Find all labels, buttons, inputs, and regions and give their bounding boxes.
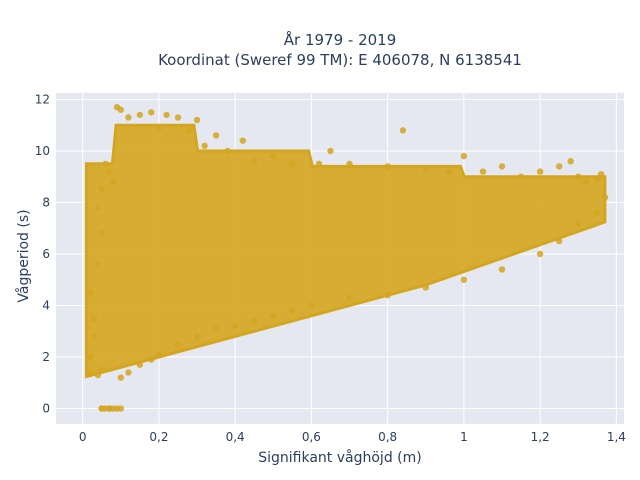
x-axis-title: Signifikant våghöjd (m) — [258, 449, 421, 466]
data-point — [102, 160, 109, 168]
x-axis-ticks: 0 0,2 0,4 0,6 0,8 1 1,2 1,4 — [79, 430, 626, 444]
data-point — [289, 160, 296, 168]
x-tick-label: 0,6 — [302, 430, 321, 444]
data-point — [251, 158, 258, 165]
y-tick-label: 10 — [35, 144, 50, 158]
y-tick-label: 0 — [42, 402, 50, 416]
data-point — [90, 315, 98, 322]
data-point — [186, 127, 193, 134]
data-point — [536, 168, 544, 175]
data-point — [117, 106, 125, 113]
y-tick-label: 4 — [42, 299, 50, 313]
data-point — [212, 325, 220, 332]
data-point — [567, 158, 574, 165]
data-point — [270, 152, 277, 160]
data-point — [193, 116, 201, 124]
data-point — [90, 333, 98, 340]
data-point — [224, 147, 231, 155]
data-point — [87, 353, 94, 361]
data-point — [555, 237, 563, 245]
data-point — [498, 266, 506, 273]
data-point — [575, 173, 582, 180]
x-tick-label: 0,8 — [378, 430, 397, 444]
x-tick-label: 0 — [79, 430, 87, 444]
data-point — [212, 132, 220, 139]
data-point — [594, 176, 601, 183]
data-point — [445, 168, 452, 175]
data-point — [399, 127, 407, 134]
chart-title-line-1: År 1979 - 2019 — [284, 30, 397, 49]
data-point — [308, 302, 315, 309]
point-cloud — [85, 123, 607, 379]
data-point — [155, 351, 163, 358]
data-point — [148, 356, 155, 363]
data-point — [148, 109, 155, 116]
data-point — [136, 111, 144, 119]
data-point — [94, 261, 102, 268]
data-point — [98, 405, 105, 412]
data-point — [601, 194, 609, 201]
data-point — [201, 142, 208, 150]
data-point — [109, 178, 117, 186]
data-point — [346, 294, 353, 301]
y-axis-title: Vågperiod (s) — [15, 209, 32, 302]
data-point — [422, 284, 429, 291]
data-point — [106, 168, 113, 175]
x-tick-label: 0,4 — [226, 430, 245, 444]
data-point — [315, 160, 323, 168]
y-tick-label: 8 — [42, 195, 50, 209]
data-point — [384, 292, 391, 299]
data-point — [98, 186, 105, 193]
data-point — [87, 369, 94, 376]
data-point — [460, 152, 468, 160]
data-point — [479, 168, 487, 175]
data-points — [85, 103, 609, 412]
data-point — [98, 366, 105, 374]
data-point — [597, 170, 605, 178]
data-point — [582, 178, 590, 186]
data-point — [289, 307, 296, 314]
data-point — [231, 322, 239, 330]
data-point — [555, 163, 563, 170]
data-point — [125, 114, 132, 121]
data-point — [536, 250, 544, 258]
data-point — [94, 371, 102, 379]
data-point — [155, 124, 163, 131]
data-point — [422, 165, 429, 173]
data-point — [125, 369, 132, 376]
data-point — [87, 289, 94, 296]
y-tick-label: 6 — [42, 247, 50, 261]
data-point — [239, 137, 246, 144]
data-point — [460, 276, 468, 283]
y-tick-label: 12 — [35, 92, 50, 106]
data-point — [106, 405, 113, 412]
data-point — [117, 405, 125, 412]
x-tick-label: 0,2 — [149, 430, 168, 444]
data-point — [575, 219, 582, 227]
data-point — [98, 230, 105, 237]
data-point — [136, 361, 144, 368]
data-point — [94, 204, 102, 211]
data-point — [346, 160, 353, 168]
data-point — [174, 114, 182, 121]
y-axis-ticks: 0 2 4 6 8 10 12 — [35, 92, 50, 415]
data-point — [498, 163, 506, 170]
data-point — [163, 111, 170, 119]
data-point — [174, 340, 182, 348]
data-point — [117, 374, 125, 381]
data-point — [251, 317, 258, 325]
x-tick-label: 1,4 — [607, 430, 626, 444]
data-point — [193, 333, 201, 340]
chart-title-line-2: Koordinat (Sweref 99 TM): E 406078, N 61… — [158, 51, 522, 69]
x-tick-label: 1,2 — [531, 430, 550, 444]
data-point — [517, 173, 525, 180]
data-point — [384, 163, 391, 170]
data-point — [327, 147, 334, 155]
data-point — [270, 312, 277, 320]
y-tick-label: 2 — [42, 350, 50, 364]
x-tick-label: 1 — [460, 430, 468, 444]
data-point — [594, 209, 601, 216]
